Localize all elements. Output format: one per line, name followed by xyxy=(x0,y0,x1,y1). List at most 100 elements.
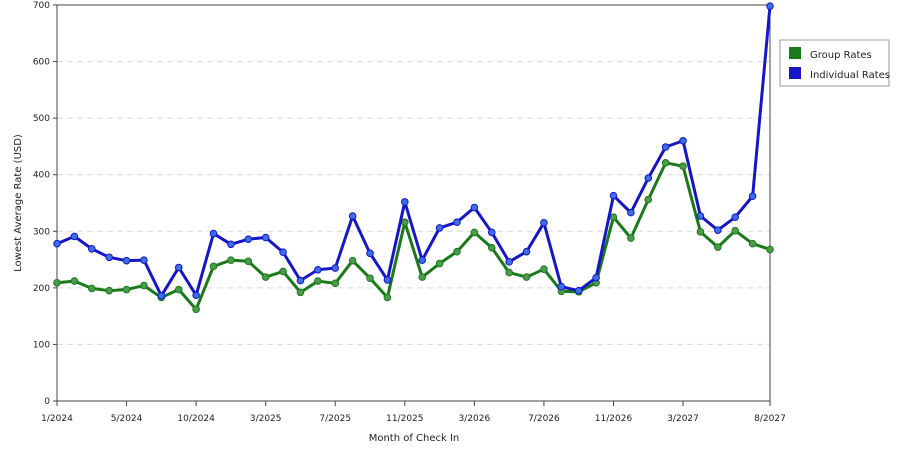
data-point-individual-rates xyxy=(470,203,479,212)
data-point-individual-rates xyxy=(174,263,183,272)
data-point-individual-rates xyxy=(244,235,253,244)
x-tick-label: 7/2025 xyxy=(319,414,351,424)
legend-swatch-group-rates xyxy=(789,47,801,59)
series-line-individual-rates xyxy=(55,4,772,298)
data-point-group-rates xyxy=(661,159,670,167)
y-tick-label: 200 xyxy=(33,284,50,294)
x-axis: 1/2024 5/2024 10/2024 3/2025 7/2025 11/2025 3/… xyxy=(41,401,786,424)
data-point-group-rates xyxy=(731,226,740,235)
data-point-individual-rates xyxy=(679,136,687,145)
x-tick-label: 8/2027 xyxy=(754,414,786,424)
data-point-group-rates xyxy=(679,162,687,171)
data-point-group-rates xyxy=(244,257,253,266)
data-point-group-rates xyxy=(279,267,287,276)
legend-swatch-individual-rates xyxy=(789,67,801,79)
data-point-group-rates xyxy=(122,285,131,294)
data-point-group-rates xyxy=(453,247,461,256)
data-point-individual-rates xyxy=(87,245,96,253)
legend: Group Rates Individual Rates xyxy=(779,39,890,87)
data-point-individual-rates xyxy=(209,229,218,238)
data-point-individual-rates xyxy=(383,276,392,284)
data-point-individual-rates xyxy=(453,218,461,227)
data-point-individual-rates xyxy=(401,198,409,206)
data-point-group-rates xyxy=(418,273,426,281)
x-tick-label: 11/2026 xyxy=(595,414,633,424)
data-point-individual-rates xyxy=(696,212,705,220)
data-point-group-rates xyxy=(348,256,357,265)
data-point-group-rates xyxy=(383,293,392,302)
data-point-individual-rates xyxy=(748,192,757,201)
data-point-individual-rates xyxy=(609,191,618,200)
y-tick-label: 100 xyxy=(33,340,50,350)
data-point-group-rates xyxy=(401,218,409,227)
y-tick-label: 600 xyxy=(33,58,50,68)
data-point-group-rates xyxy=(331,279,340,288)
data-point-individual-rates xyxy=(592,273,600,282)
data-point-group-rates xyxy=(644,195,653,204)
series-layer xyxy=(53,2,774,314)
legend-label-group-rates: Group Rates xyxy=(810,50,872,61)
y-axis-title: Lowest Average Rate (USD) xyxy=(13,134,24,272)
data-point-group-rates xyxy=(174,285,183,294)
data-point-individual-rates xyxy=(366,249,374,258)
data-point-individual-rates xyxy=(53,239,61,248)
series-individual-rates xyxy=(53,2,774,300)
data-point-group-rates xyxy=(540,265,548,273)
x-tick-label: 7/2026 xyxy=(528,414,560,424)
data-point-individual-rates xyxy=(122,256,131,265)
x-tick-label: 11/2025 xyxy=(386,414,423,424)
x-tick-label: 1/2024 xyxy=(41,414,73,424)
data-point-group-rates xyxy=(140,281,148,290)
data-point-individual-rates xyxy=(331,264,340,272)
plot-area xyxy=(56,4,771,402)
y-tick-label: 0 xyxy=(44,397,50,407)
y-axis: 0 100 200 300 400 500 600 700 xyxy=(33,1,57,407)
data-point-group-rates xyxy=(53,278,61,287)
data-point-individual-rates xyxy=(70,232,79,241)
data-point-group-rates xyxy=(192,305,200,314)
data-point-individual-rates xyxy=(261,233,270,242)
data-point-individual-rates xyxy=(296,276,305,285)
data-point-individual-rates xyxy=(487,228,496,237)
legend-label-individual-rates: Individual Rates xyxy=(810,70,890,81)
data-point-individual-rates xyxy=(140,256,148,264)
data-point-individual-rates xyxy=(661,143,670,151)
x-tick-label: 10/2024 xyxy=(177,414,215,424)
data-point-individual-rates xyxy=(314,265,322,274)
data-point-individual-rates xyxy=(540,219,548,227)
data-point-group-rates xyxy=(87,284,96,293)
data-point-individual-rates xyxy=(766,2,774,10)
data-point-group-rates xyxy=(435,259,444,268)
data-point-individual-rates xyxy=(192,291,200,300)
data-point-group-rates xyxy=(487,243,496,252)
data-point-individual-rates xyxy=(418,256,426,264)
data-point-individual-rates xyxy=(574,286,583,295)
data-point-group-rates xyxy=(627,234,635,242)
y-tick-label: 300 xyxy=(33,227,50,237)
data-point-individual-rates xyxy=(157,291,166,300)
data-point-group-rates xyxy=(209,262,218,271)
x-tick-label: 5/2024 xyxy=(111,414,143,424)
data-point-individual-rates xyxy=(279,248,287,257)
series-group-rates xyxy=(53,159,774,314)
data-point-group-rates xyxy=(70,277,79,285)
data-point-group-rates xyxy=(227,256,235,264)
data-point-group-rates xyxy=(261,273,270,281)
data-point-individual-rates xyxy=(435,224,444,232)
data-point-group-rates xyxy=(748,239,757,248)
x-tick-label: 3/2027 xyxy=(667,414,699,424)
y-tick-label: 500 xyxy=(33,114,50,124)
x-axis-title: Month of Check In xyxy=(369,433,460,444)
data-point-individual-rates xyxy=(644,174,653,182)
data-point-group-rates xyxy=(766,245,774,254)
data-point-individual-rates xyxy=(522,247,531,256)
data-point-group-rates xyxy=(366,274,374,283)
data-point-group-rates xyxy=(314,277,322,285)
data-point-group-rates xyxy=(105,286,113,295)
x-tick-label: 3/2025 xyxy=(250,414,282,424)
x-tick-label: 3/2026 xyxy=(459,414,491,424)
y-tick-label: 400 xyxy=(33,171,50,181)
y-tick-label: 700 xyxy=(33,1,50,11)
data-point-individual-rates xyxy=(227,240,235,249)
data-point-group-rates xyxy=(696,228,705,236)
